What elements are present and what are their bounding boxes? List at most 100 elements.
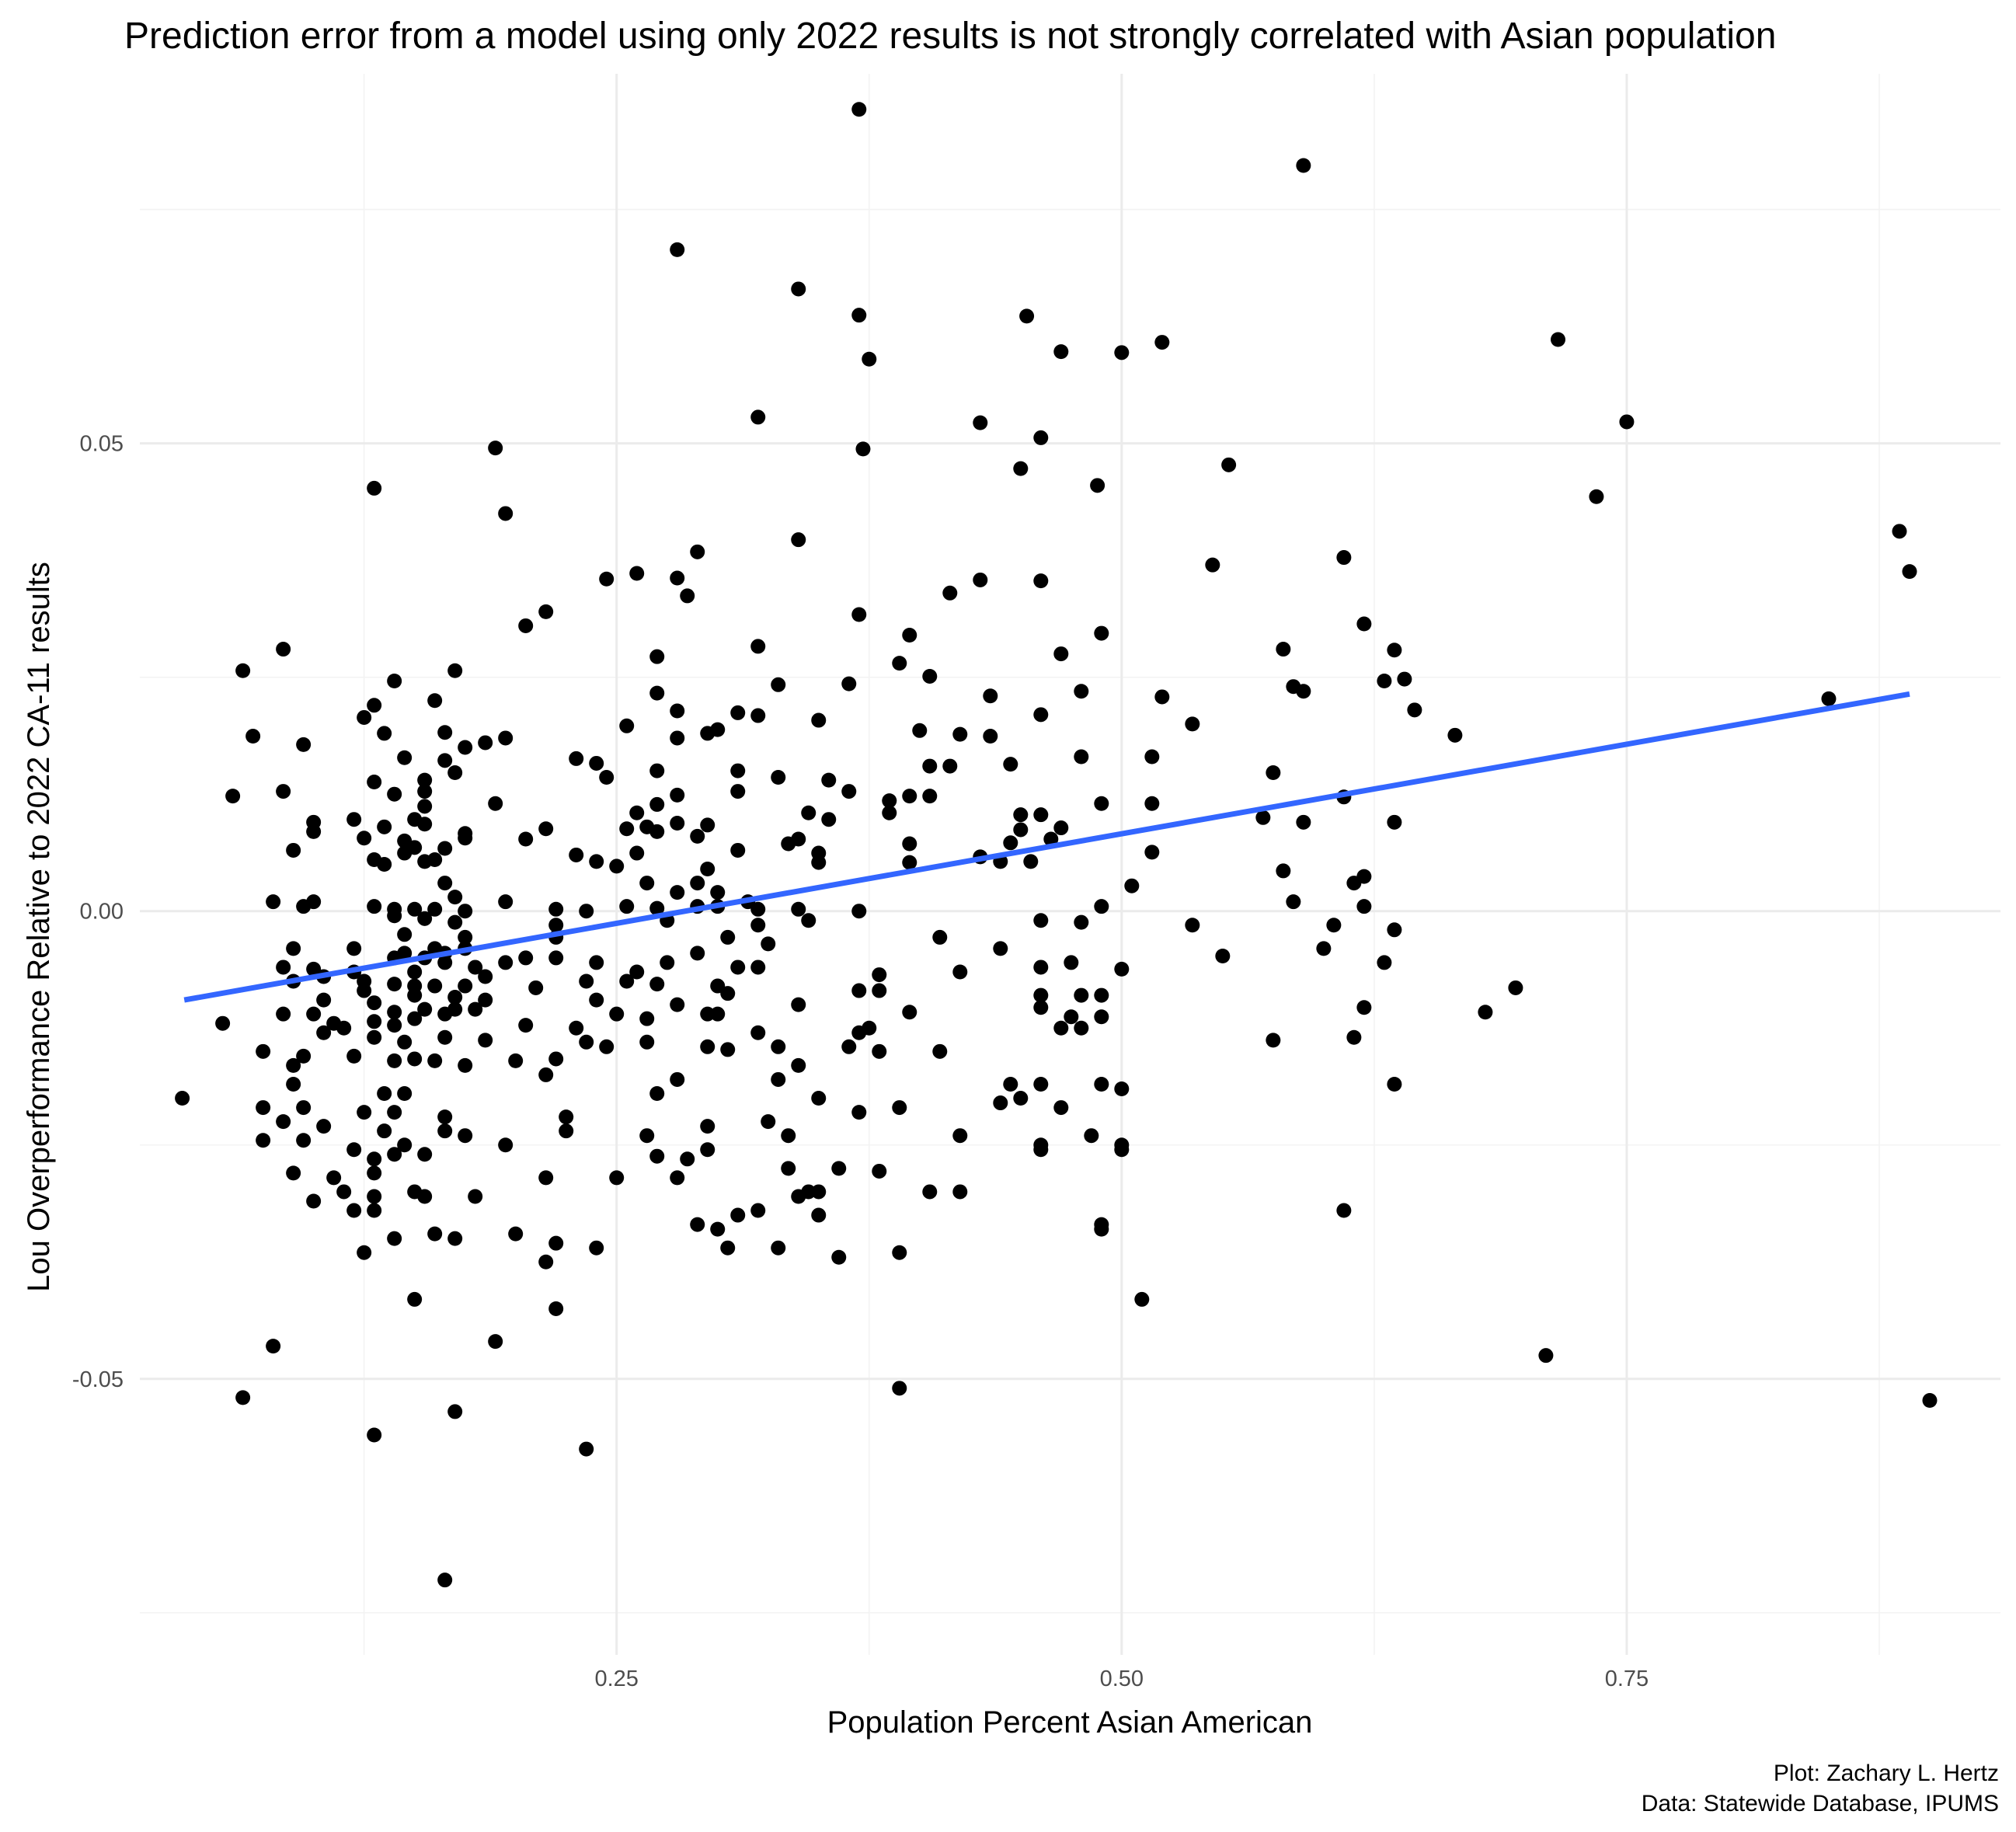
data-point bbox=[397, 750, 413, 765]
data-point bbox=[306, 961, 322, 977]
data-point bbox=[750, 960, 766, 975]
data-point bbox=[1447, 727, 1463, 743]
data-point bbox=[1114, 1081, 1130, 1096]
data-point bbox=[367, 480, 382, 496]
data-point bbox=[1185, 918, 1200, 933]
data-point bbox=[1003, 757, 1018, 772]
data-point bbox=[367, 995, 382, 1011]
data-point bbox=[1074, 749, 1089, 764]
data-point bbox=[821, 812, 837, 827]
data-point bbox=[478, 735, 493, 751]
data-point bbox=[882, 805, 897, 820]
data-point bbox=[801, 805, 816, 820]
data-point bbox=[1053, 820, 1069, 836]
data-point bbox=[690, 946, 705, 961]
data-point bbox=[1003, 1076, 1018, 1092]
data-point bbox=[548, 918, 564, 933]
data-point bbox=[1019, 308, 1035, 324]
data-point bbox=[649, 900, 665, 916]
data-point bbox=[1377, 673, 1392, 688]
x-axis-title: Population Percent Asian American bbox=[827, 1705, 1313, 1740]
data-point bbox=[902, 855, 917, 870]
data-point bbox=[1185, 716, 1200, 732]
data-point bbox=[629, 805, 645, 820]
data-point bbox=[892, 1381, 907, 1396]
x-tick-label: 0.25 bbox=[594, 1667, 638, 1691]
data-point bbox=[346, 941, 362, 956]
data-point bbox=[730, 705, 746, 720]
data-point bbox=[407, 1011, 423, 1026]
data-point bbox=[266, 894, 281, 910]
data-point bbox=[932, 1043, 948, 1059]
data-point bbox=[296, 1133, 312, 1148]
data-point bbox=[882, 793, 897, 809]
data-point bbox=[710, 1221, 726, 1237]
data-point bbox=[326, 1170, 342, 1186]
data-point bbox=[801, 913, 816, 928]
data-point bbox=[387, 1231, 402, 1246]
data-point bbox=[367, 1427, 382, 1443]
data-point bbox=[377, 819, 392, 834]
data-point bbox=[407, 901, 423, 917]
data-point bbox=[296, 899, 312, 914]
data-point bbox=[912, 723, 928, 738]
data-point bbox=[1033, 430, 1049, 445]
data-point bbox=[649, 1086, 665, 1102]
data-point bbox=[427, 852, 443, 867]
data-point bbox=[841, 676, 857, 691]
data-point bbox=[609, 1170, 625, 1186]
data-point bbox=[498, 1137, 514, 1153]
data-point bbox=[841, 1039, 857, 1054]
data-point bbox=[437, 725, 453, 740]
major-gridlines-y bbox=[140, 442, 2000, 1381]
data-point bbox=[367, 1189, 382, 1204]
data-point bbox=[1144, 845, 1160, 860]
data-point bbox=[387, 1018, 402, 1033]
data-point bbox=[599, 571, 615, 587]
data-point bbox=[286, 1165, 301, 1181]
data-point bbox=[387, 1147, 402, 1162]
trend-line bbox=[183, 691, 1910, 1003]
data-point bbox=[680, 588, 695, 604]
data-point bbox=[730, 960, 746, 975]
data-point bbox=[377, 1086, 392, 1102]
data-point bbox=[276, 642, 291, 657]
data-point bbox=[983, 688, 998, 704]
data-point bbox=[316, 1025, 332, 1040]
data-point bbox=[872, 1043, 887, 1059]
data-point bbox=[538, 821, 554, 837]
data-point bbox=[437, 955, 453, 970]
data-point bbox=[670, 570, 685, 586]
data-point bbox=[1326, 918, 1342, 933]
data-point bbox=[498, 506, 514, 521]
data-point bbox=[1114, 345, 1130, 360]
data-point bbox=[458, 1057, 473, 1073]
data-point bbox=[1094, 796, 1109, 811]
data-point bbox=[447, 1231, 463, 1246]
data-point bbox=[1094, 1009, 1109, 1025]
data-point bbox=[437, 1109, 453, 1125]
data-point bbox=[922, 758, 938, 774]
data-point bbox=[1276, 863, 1291, 879]
data-point bbox=[781, 1128, 796, 1144]
data-point bbox=[730, 1207, 746, 1223]
data-point bbox=[357, 1105, 372, 1120]
data-point bbox=[286, 941, 301, 956]
data-point bbox=[1033, 573, 1049, 589]
data-point bbox=[761, 936, 776, 952]
data-point bbox=[1286, 894, 1301, 910]
data-point bbox=[417, 772, 433, 788]
data-point bbox=[437, 753, 453, 768]
data-point bbox=[649, 824, 665, 839]
data-point bbox=[357, 709, 372, 725]
data-point bbox=[771, 1240, 786, 1256]
data-point bbox=[1013, 822, 1029, 838]
data-point bbox=[346, 812, 362, 827]
data-point bbox=[508, 1053, 524, 1068]
data-point bbox=[932, 929, 948, 945]
data-point bbox=[387, 1005, 402, 1020]
data-point bbox=[831, 1249, 847, 1265]
data-point bbox=[437, 1006, 453, 1022]
data-point bbox=[892, 656, 907, 671]
data-point bbox=[1266, 1033, 1281, 1048]
